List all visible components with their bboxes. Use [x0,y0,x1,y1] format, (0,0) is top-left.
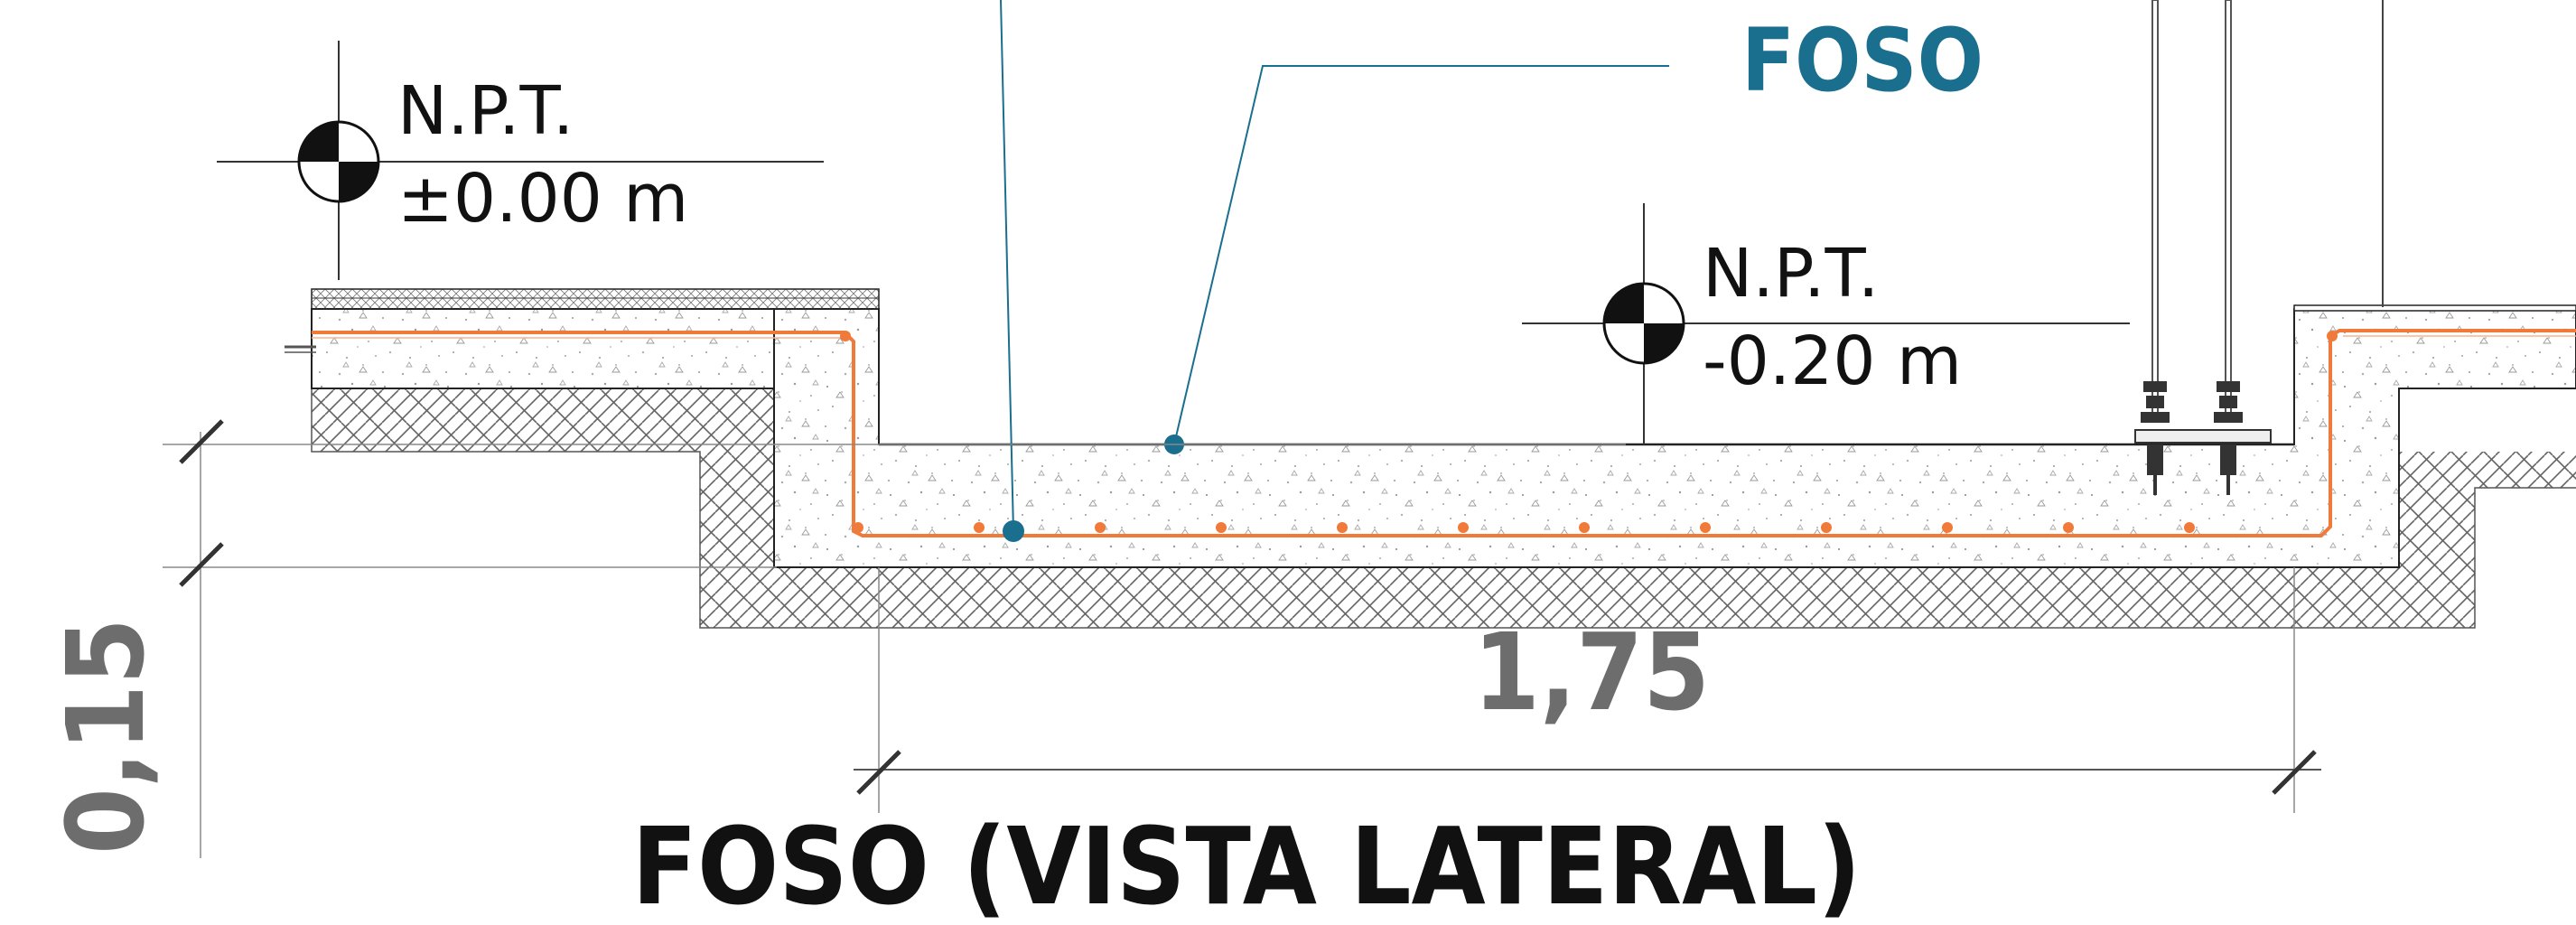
level-2-value: -0.20 m [1703,322,1962,400]
level-2-name: N.P.T. [1703,235,1879,313]
level-datum-icon [217,41,824,280]
depth-dimension-label: 0,15 [43,618,168,855]
rebar-dot [2184,522,2195,533]
rebar-dot [974,522,985,533]
rebar-dot [840,331,851,341]
rebar-dot [1337,522,1348,533]
rebar-dot [1821,522,1832,533]
level-1-value: ±0.00 m [397,160,688,238]
width-dimension-label: 1,75 [1473,610,1710,734]
width-dimension-line [854,567,2321,813]
rebar-dot [1216,522,1227,533]
rebar-dot [853,522,863,533]
level-1-name: N.P.T. [397,72,574,150]
level-datum-icon [1522,203,2130,444]
rebar-dot [2327,331,2338,341]
drawing-title: FOSO (VISTA LATERAL) [631,804,1861,925]
rebar-dot [2063,522,2074,533]
foso-callout-label: FOSO [1741,10,1983,111]
rebar-dot [1942,522,1953,533]
anchor-bolt-icon [2134,0,2384,495]
rebar-dot [1579,522,1590,533]
rebar-dot [1095,522,1106,533]
rebar [312,329,2576,537]
callout-leader [1000,0,1669,542]
rebar-dot [1700,522,1711,533]
depth-dimension-line [163,419,1626,858]
floor-finish [285,288,880,353]
rebar-dot [1458,522,1469,533]
